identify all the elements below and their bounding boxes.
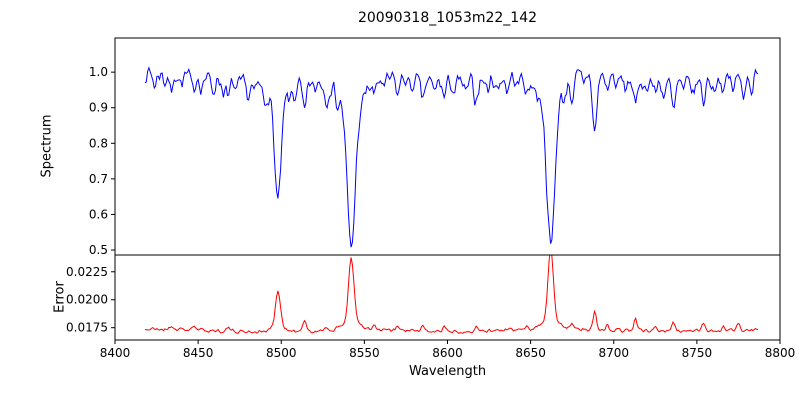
x-tick-label: 8800	[765, 346, 796, 360]
x-tick-label: 8400	[100, 346, 131, 360]
x-tick-label: 8550	[349, 346, 380, 360]
x-axis-label: Wavelength	[408, 364, 487, 379]
spectrum-line	[144, 66, 759, 248]
chart-title: 20090318_1053m22_142	[357, 10, 538, 26]
spectrum-y-tick-label: 0.8	[89, 136, 108, 150]
spectrum-y-tick-label: 0.9	[89, 101, 108, 115]
error-axes	[114, 254, 781, 341]
y-axis-label-error: Error	[52, 281, 68, 313]
error-y-tick-label: 0.0200	[66, 293, 108, 307]
spectrum-axes	[114, 37, 781, 256]
x-tick-label: 8700	[598, 346, 629, 360]
x-tick-label: 8750	[682, 346, 713, 360]
spectrum-y-tick-label: 0.7	[89, 172, 108, 186]
spectrum-y-tick-label: 1.0	[89, 65, 108, 79]
error-y-tick-label: 0.0175	[66, 321, 108, 335]
spectrum-y-tick-label: 0.5	[89, 243, 108, 257]
spectrum-y-tick-label: 0.6	[89, 207, 108, 221]
y-axis-label-spectrum: Spectrum	[39, 114, 55, 178]
x-tick-label: 8650	[515, 346, 546, 360]
error-line	[144, 255, 759, 334]
x-tick-label: 8450	[183, 346, 214, 360]
error-y-tick-label: 0.0225	[66, 265, 108, 279]
x-tick-label: 8600	[432, 346, 463, 360]
x-tick-label: 8500	[266, 346, 297, 360]
